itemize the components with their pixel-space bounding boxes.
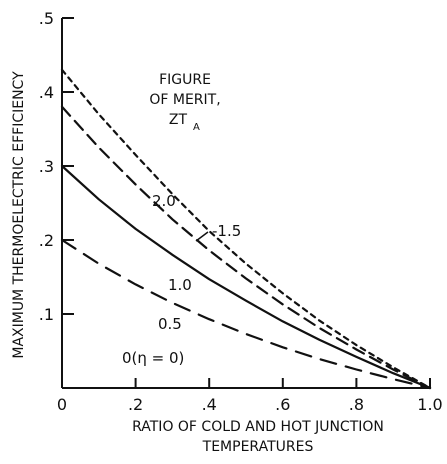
- annotation-zero: 0(η = 0): [122, 349, 184, 367]
- x-tick-label: .4: [202, 395, 217, 414]
- y-tick-label: .5: [39, 9, 54, 28]
- x-axis-title: RATIO OF COLD AND HOT JUNCTION TEMPERATUR…: [132, 419, 384, 455]
- y-tick-label: .4: [39, 83, 54, 102]
- y-tick-label: .2: [39, 231, 54, 250]
- x-tick-label: .2: [128, 395, 143, 414]
- axes-group: .1 .2 .3 .4 .5 0 .2 .4 .6 .8 1.0: [39, 9, 443, 414]
- legend-title-subscript: A: [193, 122, 200, 133]
- y-axis-title: MAXIMUM THERMOELECTRIC EFFICIENCY: [11, 71, 27, 359]
- legend-title-zt: ZT: [169, 112, 188, 128]
- x-tick-label: 0: [57, 395, 67, 414]
- labels-layer: RATIO OF COLD AND HOT JUNCTION TEMPERATUR…: [11, 71, 384, 455]
- series-label-1: 1.0: [168, 276, 192, 294]
- x-axis-title-line-2: TEMPERATURES: [202, 439, 314, 455]
- x-axis-title-line-1: RATIO OF COLD AND HOT JUNCTION: [132, 419, 384, 435]
- series-line-1: [60, 164, 432, 390]
- series-label-3: 2.0: [152, 192, 176, 210]
- legend-title-line-2: OF MERIT,: [149, 92, 220, 108]
- series-line-2: [60, 105, 432, 390]
- legend-title-line-1: FIGURE: [159, 72, 211, 88]
- label-leader: [195, 231, 209, 242]
- x-tick-label: 1.0: [417, 395, 442, 414]
- series-label-0: 0.5: [158, 315, 182, 333]
- y-tick-label: .1: [39, 305, 54, 324]
- series-layer: [60, 68, 432, 390]
- x-tick-label: .6: [275, 395, 290, 414]
- x-tick-label: .8: [349, 395, 364, 414]
- series-line-3: [60, 68, 432, 390]
- y-tick-label: .3: [39, 157, 54, 176]
- series-label-2: -1.5: [212, 222, 241, 240]
- series-line-0: [60, 238, 432, 390]
